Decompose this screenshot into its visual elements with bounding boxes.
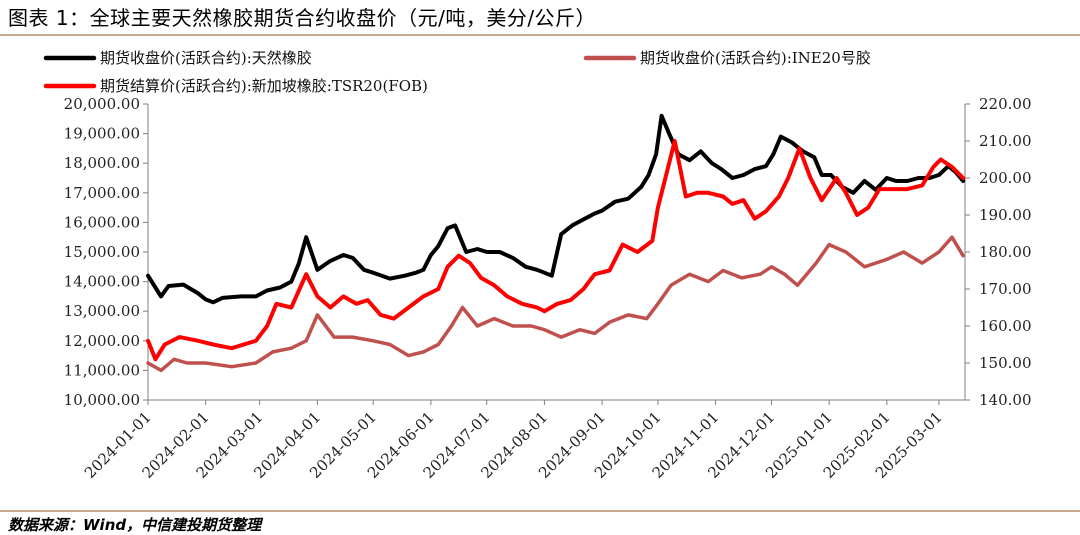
legend-label-2: 期货收盘价(活跃合约):INE20号胶	[640, 49, 871, 67]
chart: 10,000.00 11,000.00 12,000.00 13,000.00 14,0…	[43, 49, 1032, 482]
y-right-tick-label: 160.00	[979, 317, 1032, 335]
y-left-tick-label: 10,000.00	[64, 391, 140, 409]
legend-label-3: 期货结算价(活跃合约):新加坡橡胶:TSR20(FOB)	[100, 77, 428, 95]
y-right-tick-label: 190.00	[979, 206, 1032, 224]
y-left-tick-label: 17,000.00	[64, 184, 140, 202]
series-line-2	[146, 235, 965, 373]
y-left-tick-label: 12,000.00	[64, 332, 140, 350]
y-left-tick-label: 20,000.00	[64, 95, 140, 113]
y-left-tick-label: 16,000.00	[64, 213, 140, 231]
y-right-tick-label: 180.00	[979, 243, 1032, 261]
y-right-tick-label: 220.00	[979, 95, 1032, 113]
y-right-tick-label: 170.00	[979, 280, 1032, 298]
y-right-tick-label: 200.00	[979, 169, 1032, 187]
top-rule	[0, 34, 1080, 36]
y-right-tick-label: 150.00	[979, 354, 1032, 372]
chart-axes: 10,000.00 11,000.00 12,000.00 13,000.00 14,0…	[64, 95, 1032, 482]
figure-title: 图表 1：全球主要天然橡胶期货合约收盘价（元/吨，美分/公斤）	[8, 6, 597, 30]
chart-legend: 期货收盘价(活跃合约):天然橡胶 期货收盘价(活跃合约):INE20号胶期货结算价…	[43, 49, 871, 95]
y-left-tick-label: 14,000.00	[64, 273, 140, 291]
series-line-1	[146, 113, 966, 305]
y-left-tick-label: 11,000.00	[64, 361, 140, 379]
chart-series-layer	[146, 113, 966, 373]
legend-label-1: 期货收盘价(活跃合约):天然橡胶	[100, 49, 312, 67]
y-left-tick-label: 13,000.00	[64, 302, 140, 320]
y-right-tick-label: 140.00	[979, 391, 1032, 409]
bottom-rule	[0, 510, 1080, 512]
series-line-3	[146, 139, 966, 362]
y-right-tick-label: 210.00	[979, 132, 1032, 150]
y-left-tick-label: 15,000.00	[64, 243, 140, 261]
y-left-tick-label: 18,000.00	[64, 154, 140, 172]
y-left-tick-label: 19,000.00	[64, 125, 140, 143]
figure-source: 数据来源：Wind，中信建投期货整理	[8, 516, 262, 534]
